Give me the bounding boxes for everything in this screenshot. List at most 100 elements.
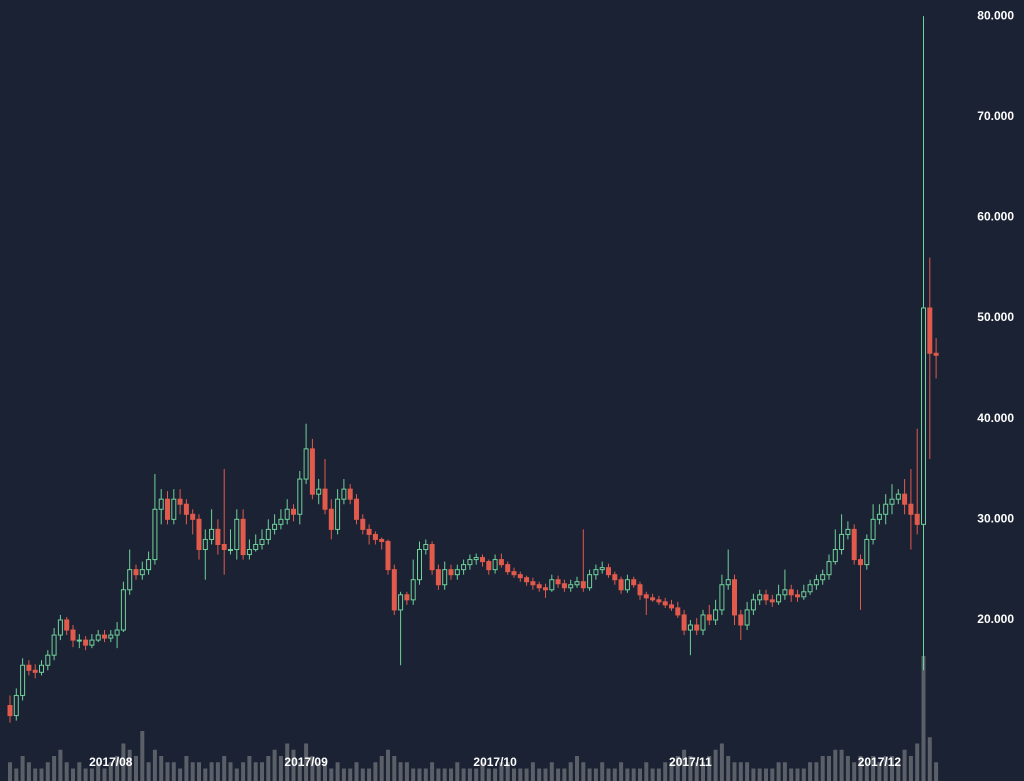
volume-bar [77, 762, 82, 781]
candle-body [190, 513, 196, 520]
y-tick-label: 60.000 [977, 210, 1014, 224]
candle-body [120, 589, 126, 631]
candle-body [473, 557, 479, 561]
candle-body [202, 538, 208, 551]
candle-body [215, 528, 221, 545]
candle-body [454, 569, 460, 576]
candle-body [681, 614, 687, 631]
volume-bar [890, 756, 894, 781]
volume-bar [461, 768, 466, 781]
candle-body [732, 579, 737, 616]
volume-bar [845, 756, 850, 781]
candle-body [612, 574, 618, 581]
candle-body [265, 528, 271, 540]
volume-bar [115, 756, 120, 781]
y-tick-label: 80.000 [977, 8, 1014, 22]
candle-body [864, 538, 870, 566]
candle-body [152, 508, 158, 561]
candle-body [876, 513, 882, 520]
volume-bar [297, 762, 302, 781]
candle-body [278, 518, 284, 525]
volume-bar [480, 762, 485, 781]
candle-body [568, 584, 574, 589]
volume-bar [474, 768, 479, 781]
volume-bar [530, 762, 535, 781]
volume-bar [549, 762, 554, 781]
candle-body [807, 584, 813, 593]
volume-bar [373, 762, 378, 781]
candle-body [127, 569, 133, 591]
volume-bar [713, 749, 718, 781]
volume-bar [304, 743, 309, 781]
candle-body [32, 669, 38, 673]
candle-body [719, 584, 725, 611]
volume-bar [625, 768, 630, 781]
volume-bar [14, 768, 19, 781]
volume-bar [108, 762, 113, 781]
candle-body [744, 609, 750, 626]
volume-bar [360, 768, 365, 781]
volume-bar [379, 756, 384, 781]
volume-bar [203, 768, 208, 781]
candle-body [637, 584, 643, 596]
volume-bar [537, 768, 542, 781]
y-tick-label: 40.000 [977, 411, 1014, 425]
candle-body [379, 538, 385, 542]
candle-body [70, 629, 76, 641]
volume-bar [335, 762, 340, 781]
volume-bar [247, 756, 252, 781]
candle-body [366, 528, 372, 535]
candle-body [820, 574, 826, 581]
candle-body [795, 594, 800, 598]
volume-bar [896, 762, 901, 781]
x-tick-label: 2017/12 [858, 755, 902, 769]
candle-body [700, 614, 706, 631]
candle-body [139, 569, 145, 576]
candle-body [108, 634, 114, 639]
candle-body [914, 513, 920, 525]
volume-bar [543, 768, 548, 781]
candle-body [26, 664, 32, 671]
volume-bar [587, 768, 592, 781]
candle-body [801, 591, 807, 598]
volume-bar [316, 762, 321, 781]
volume-bar [801, 768, 806, 781]
volume-bar [348, 768, 353, 781]
volume-bar [858, 756, 863, 781]
candle-body [57, 619, 63, 636]
volume-bar [934, 762, 939, 781]
candle-body [927, 307, 933, 354]
volume-bar [64, 762, 69, 781]
volume-bar [902, 749, 907, 781]
x-tick-label: 2017/11 [669, 755, 712, 769]
volume-bar [764, 768, 768, 781]
volume-bar [701, 762, 705, 781]
volume-bar [455, 762, 460, 781]
candle-body [713, 609, 719, 621]
y-tick-label: 50.000 [977, 310, 1014, 324]
candle-body [316, 488, 322, 495]
candle-body [391, 569, 397, 611]
candle-body [309, 448, 315, 495]
y-tick-label: 20.000 [977, 612, 1014, 626]
candle-body [870, 518, 876, 540]
volume-bar [808, 762, 813, 781]
x-tick-label: 2017/09 [284, 755, 328, 769]
volume-bar [127, 749, 132, 781]
volume-bar [656, 768, 661, 781]
volume-bar [184, 756, 189, 781]
volume-bar [96, 762, 101, 781]
volume-bar [354, 762, 359, 781]
volume-bar [581, 762, 586, 781]
candle-body [580, 581, 586, 589]
volume-bar [411, 768, 416, 781]
candle-body [511, 571, 517, 576]
candle-body [45, 654, 51, 666]
candle-body [89, 639, 95, 646]
volume-bar [26, 762, 31, 781]
candle-body [650, 597, 656, 601]
candle-body [921, 307, 926, 525]
volume-bar [430, 762, 435, 781]
y-tick-label: 70.000 [977, 109, 1014, 123]
candle-body [64, 619, 70, 631]
